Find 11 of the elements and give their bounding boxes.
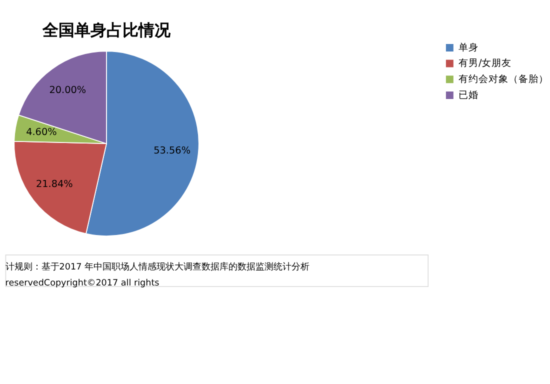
data-label: 53.56%	[154, 146, 191, 157]
data-label: 20.00%	[49, 84, 86, 96]
legend-label: 有男/女朋友	[458, 57, 512, 70]
chart-title: 全国单身占比情况	[41, 20, 172, 40]
text: reservedCopyright©2017 all rights	[5, 278, 160, 288]
legend-label: 已婚	[458, 90, 478, 101]
legend-label: 有约会对象（备胎）	[458, 73, 548, 86]
data-label: 4.60%	[26, 127, 57, 138]
legend-label: 单身	[458, 41, 478, 54]
data-label: 21.84%	[36, 178, 73, 190]
text: 计规则：基于2017 年中国职场人情感现状大调查数据库的数据监测统计分析	[5, 261, 310, 272]
